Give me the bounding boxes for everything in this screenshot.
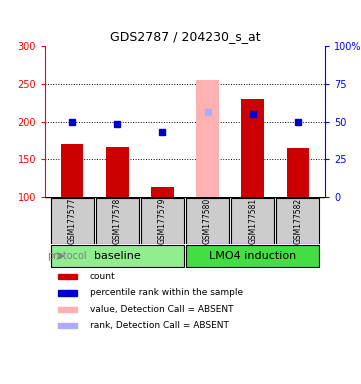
Bar: [186, 198, 229, 244]
Bar: [51, 198, 94, 244]
Bar: [58, 274, 77, 279]
Bar: [196, 80, 219, 197]
Title: GDS2787 / 204230_s_at: GDS2787 / 204230_s_at: [110, 30, 260, 43]
Bar: [141, 198, 184, 244]
Text: GSM177578: GSM177578: [113, 198, 122, 244]
Text: GSM177579: GSM177579: [158, 198, 167, 244]
Bar: [186, 245, 319, 266]
Bar: [151, 187, 174, 197]
Text: GSM177581: GSM177581: [248, 198, 257, 244]
Text: percentile rank within the sample: percentile rank within the sample: [90, 288, 243, 298]
Bar: [242, 99, 264, 197]
Bar: [106, 147, 129, 197]
Bar: [231, 198, 274, 244]
Bar: [287, 148, 309, 197]
Bar: [51, 245, 184, 266]
Text: LMO4 induction: LMO4 induction: [209, 251, 296, 261]
Bar: [58, 307, 77, 312]
Text: protocol: protocol: [47, 251, 87, 261]
Bar: [96, 198, 139, 244]
Text: count: count: [90, 272, 116, 281]
Text: GSM177580: GSM177580: [203, 198, 212, 244]
Text: rank, Detection Call = ABSENT: rank, Detection Call = ABSENT: [90, 321, 229, 330]
Bar: [58, 290, 77, 296]
Text: baseline: baseline: [94, 251, 141, 261]
Bar: [61, 144, 83, 197]
Text: value, Detection Call = ABSENT: value, Detection Call = ABSENT: [90, 305, 234, 314]
Bar: [58, 323, 77, 328]
Text: GSM177582: GSM177582: [293, 198, 302, 244]
Bar: [276, 198, 319, 244]
Text: GSM177577: GSM177577: [68, 198, 77, 244]
